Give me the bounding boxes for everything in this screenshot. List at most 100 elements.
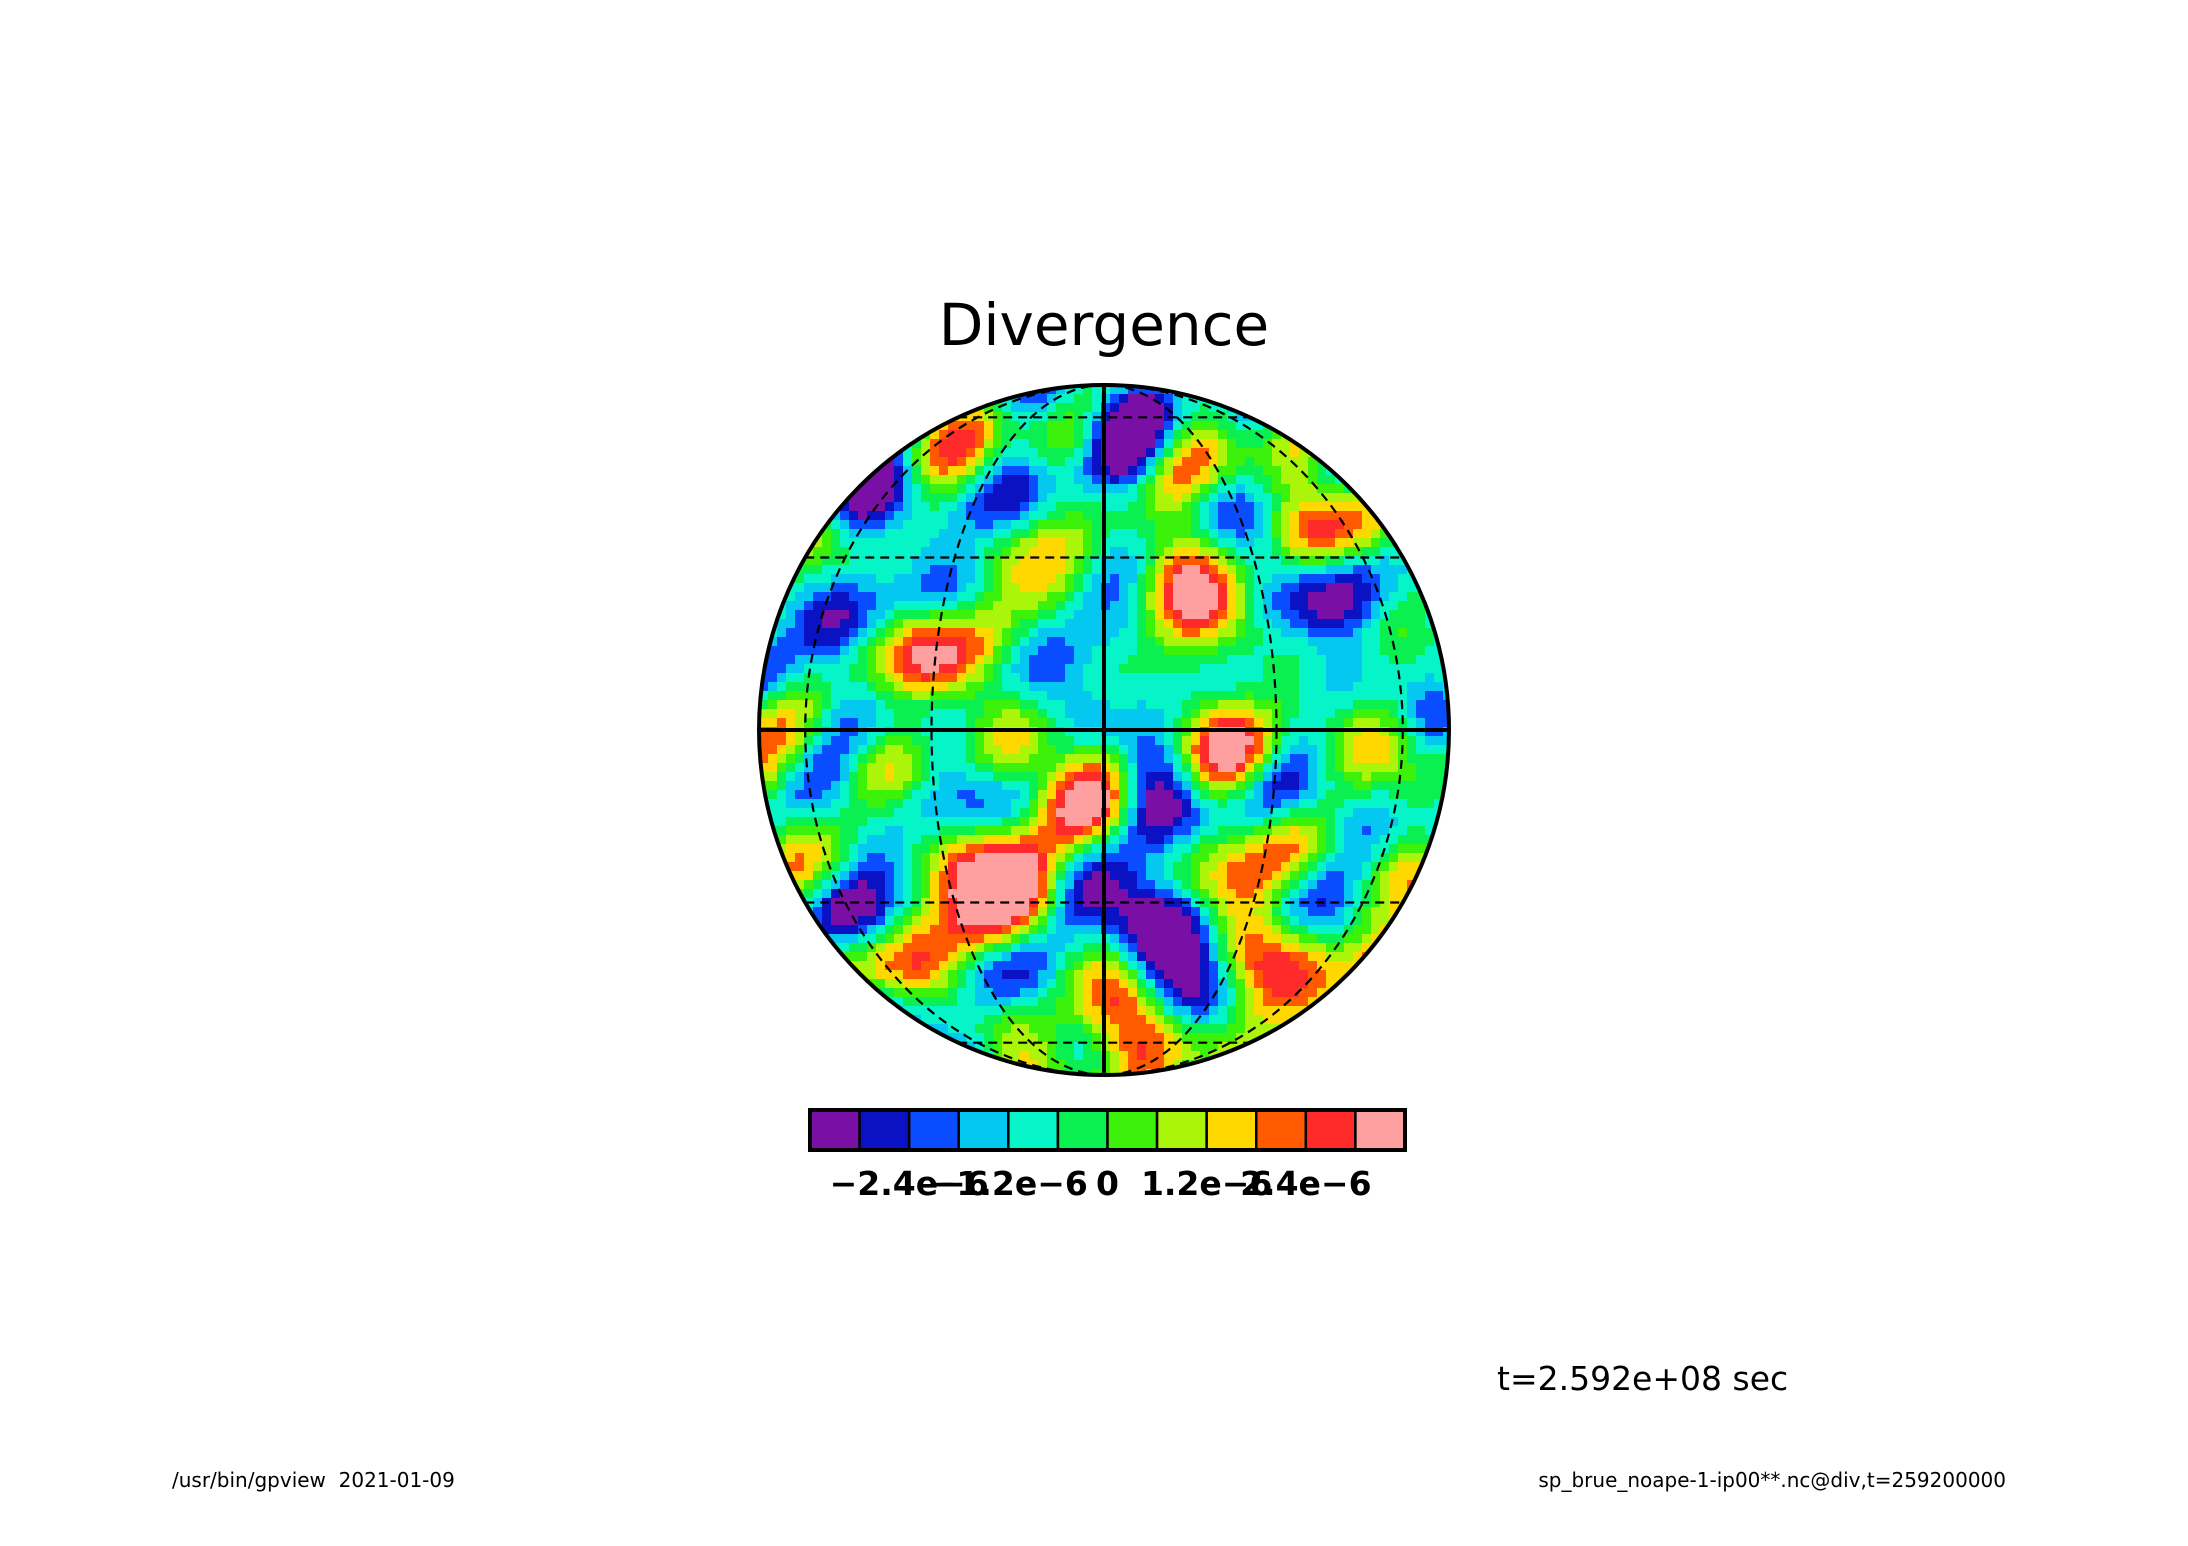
field-cell <box>768 808 778 818</box>
field-cell <box>1227 484 1237 494</box>
field-cell <box>885 646 895 656</box>
field-cell <box>1200 826 1210 836</box>
field-cell <box>1380 511 1390 521</box>
field-cell <box>1380 817 1390 827</box>
field-cell <box>813 826 823 836</box>
field-cell <box>1344 538 1354 548</box>
field-cell <box>966 979 976 989</box>
field-cell <box>1065 853 1075 863</box>
field-cell <box>1119 916 1129 926</box>
field-cell <box>948 835 958 845</box>
field-cell <box>1407 628 1417 638</box>
field-cell <box>1155 592 1165 602</box>
field-cell <box>1110 835 1120 845</box>
field-cell <box>1002 943 1012 953</box>
field-cell <box>1074 673 1084 683</box>
field-cell <box>1335 718 1345 728</box>
field-cell <box>957 664 967 674</box>
field-cell <box>1299 637 1309 647</box>
field-cell <box>858 646 868 656</box>
field-cell <box>1128 772 1138 782</box>
field-cell <box>912 565 922 575</box>
field-cell <box>1155 682 1165 692</box>
field-cell <box>1164 457 1174 467</box>
field-cell <box>1092 718 1102 728</box>
field-cell <box>1299 565 1309 575</box>
field-cell <box>1065 466 1075 476</box>
field-cell <box>831 610 841 620</box>
field-cell <box>930 799 940 809</box>
field-cell <box>831 664 841 674</box>
field-cell <box>1200 700 1210 710</box>
field-cell <box>1002 619 1012 629</box>
field-cell <box>1344 583 1354 593</box>
field-cell <box>1173 538 1183 548</box>
field-cell <box>1218 565 1228 575</box>
field-cell <box>849 637 859 647</box>
field-cell <box>1407 808 1417 818</box>
field-cell <box>1128 979 1138 989</box>
field-cell <box>1056 637 1066 647</box>
field-cell <box>1308 916 1318 926</box>
field-cell <box>867 637 877 647</box>
field-cell <box>1002 439 1012 449</box>
field-cell <box>993 664 1003 674</box>
field-cell <box>1038 529 1048 539</box>
field-cell <box>1137 979 1147 989</box>
field-cell <box>948 718 958 728</box>
field-cell <box>1164 1051 1174 1061</box>
field-cell <box>1002 961 1012 971</box>
field-cell <box>984 574 994 584</box>
field-cell <box>1056 988 1066 998</box>
field-cell <box>1119 880 1129 890</box>
field-cell <box>1038 493 1048 503</box>
field-cell <box>1128 736 1138 746</box>
field-cell <box>1407 781 1417 791</box>
field-cell <box>939 430 949 440</box>
field-cell <box>1416 673 1426 683</box>
field-cell <box>1218 961 1228 971</box>
field-cell <box>1263 655 1273 665</box>
field-cell <box>912 511 922 521</box>
field-cell <box>1200 691 1210 701</box>
field-cell <box>1344 601 1354 611</box>
field-cell <box>1281 610 1291 620</box>
field-cell <box>1227 682 1237 692</box>
field-cell <box>1002 997 1012 1007</box>
field-cell <box>876 511 886 521</box>
field-cell <box>939 682 949 692</box>
field-cell <box>966 718 976 728</box>
field-cell <box>894 502 904 512</box>
field-cell <box>1236 448 1246 458</box>
field-cell <box>822 745 832 755</box>
field-cell <box>1011 466 1021 476</box>
field-cell <box>1074 610 1084 620</box>
field-cell <box>1371 520 1381 530</box>
field-cell <box>1182 871 1192 881</box>
field-cell <box>1137 817 1147 827</box>
field-cell <box>1047 556 1057 566</box>
field-cell <box>1380 664 1390 674</box>
field-cell <box>1092 1015 1102 1025</box>
field-cell <box>840 538 850 548</box>
field-cell <box>858 565 868 575</box>
field-cell <box>930 574 940 584</box>
field-cell <box>1191 745 1201 755</box>
field-cell <box>1254 700 1264 710</box>
field-cell <box>1011 763 1021 773</box>
field-cell <box>1200 1015 1210 1025</box>
field-cell <box>1182 457 1192 467</box>
field-cell <box>1236 1006 1246 1016</box>
field-cell <box>1011 826 1021 836</box>
field-cell <box>867 862 877 872</box>
field-cell <box>903 448 913 458</box>
field-cell <box>1119 1042 1129 1052</box>
field-cell <box>840 808 850 818</box>
field-cell <box>1137 394 1147 404</box>
field-cell <box>858 547 868 557</box>
field-cell <box>921 817 931 827</box>
field-cell <box>1218 511 1228 521</box>
field-cell <box>1092 547 1102 557</box>
field-cell <box>1038 952 1048 962</box>
field-cell <box>939 808 949 818</box>
